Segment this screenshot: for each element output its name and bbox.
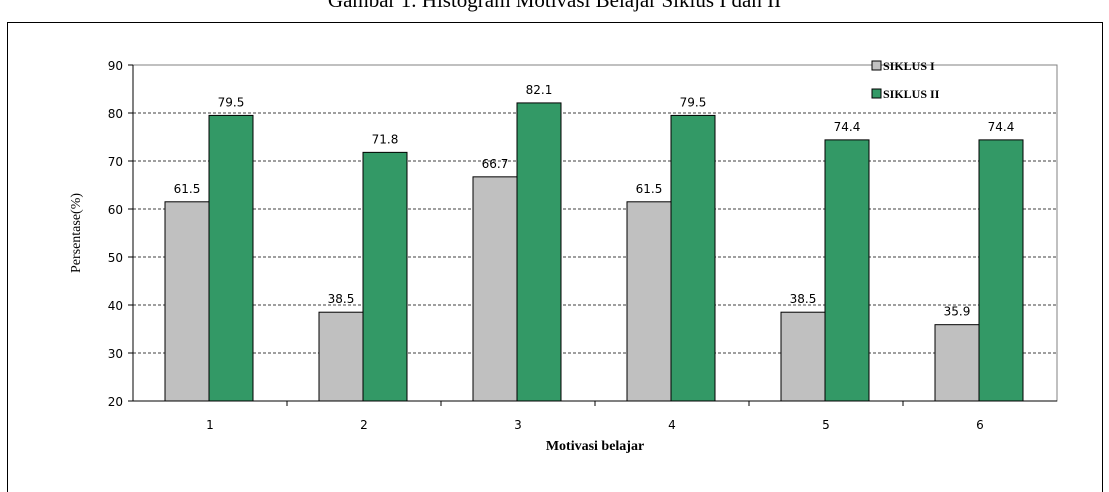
y-axis: 20 30 40 50 60 70 80 90 [108,59,134,409]
data-label: 71.8 [372,132,399,146]
data-label: 66.7 [482,157,509,171]
data-label: 79.5 [680,95,707,109]
bar-siklus-2 [362,151,408,402]
y-tick-label: 30 [108,347,123,361]
x-axis-label: Motivasi belajar [546,439,644,454]
data-label: 38.5 [790,292,817,306]
plot-area [132,64,1058,402]
legend-swatch [871,60,882,71]
bar-siklus-1 [318,311,364,402]
data-label: 74.4 [988,120,1015,134]
legend-label: SIKLUS II [883,87,940,101]
x-tick-label: 2 [360,418,368,432]
data-label: 35.9 [944,305,971,319]
legend-label: SIKLUS I [883,59,935,73]
bar-siklus-2 [978,139,1024,402]
chart-frame [7,22,1103,492]
data-label: 74.4 [834,120,861,134]
y-axis-label: Persentase(%) [69,193,84,273]
x-axis: 1 2 3 4 5 6 [133,400,1057,432]
data-labels: 61.5 79.5 38.5 71.8 66.7 82.1 61.5 79.5 38.5 74.4… [174,83,1015,319]
y-tick-label: 60 [108,203,123,217]
data-label: 61.5 [174,182,201,196]
bar-siklus-1 [780,311,826,402]
data-label: 61.5 [636,182,663,196]
y-tick-label: 70 [108,155,123,169]
bar-siklus-1 [164,201,210,402]
histogram-chart: 61.5 79.5 38.5 71.8 66.7 82.1 61.5 79.5 38.5 74.4… [69,59,1058,454]
bar-siklus-1 [472,176,518,402]
chart-title: Gambar 1. Histogram Motivasi Belajar Sik… [327,0,782,12]
bar-siklus-2 [670,114,716,402]
legend: SIKLUS I SIKLUS II [871,59,940,101]
y-tick-label: 90 [108,59,123,73]
x-tick-label: 4 [668,418,676,432]
bar-siklus-1 [626,201,672,402]
y-tick-label: 40 [108,299,123,313]
x-tick-label: 1 [206,418,214,432]
x-tick-label: 6 [976,418,984,432]
bar-siklus-2 [516,102,562,402]
bar-siklus-1 [934,324,980,402]
bar-siklus-2 [208,114,254,402]
x-tick-label: 5 [822,418,830,432]
y-tick-label: 50 [108,251,123,265]
data-label: 82.1 [526,83,553,97]
legend-swatch [871,88,882,99]
y-tick-label: 80 [108,107,123,121]
bars [164,102,1024,402]
x-tick-label: 3 [514,418,522,432]
y-tick-label: 20 [108,395,123,409]
bar-siklus-2 [824,139,870,402]
data-label: 79.5 [218,95,245,109]
gridlines [133,112,1057,354]
data-label: 38.5 [328,292,355,306]
